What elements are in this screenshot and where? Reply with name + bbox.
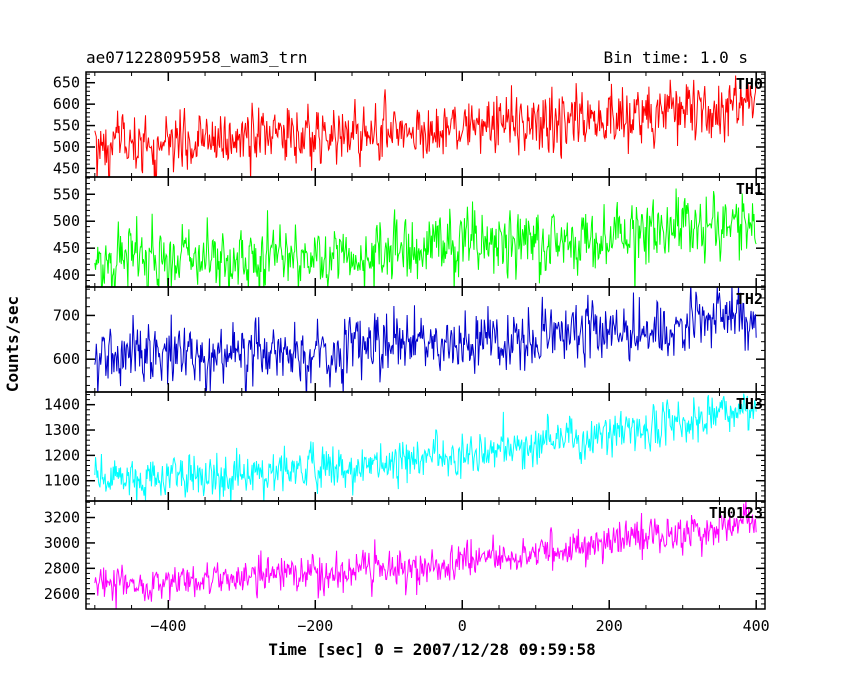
x-tick-label: −200: [297, 617, 333, 635]
panel-frame: [85, 286, 766, 393]
y-tick-label: 600: [53, 95, 80, 113]
panel-th0123: 2600 2800 3000 3200 TH0123: [44, 500, 766, 610]
series-line-th1: [94, 188, 757, 287]
y-tick-label: 650: [53, 74, 80, 92]
y-axis-label: Counts/sec: [3, 296, 22, 392]
chart-title: ae071228095958_wam3_trn: [86, 48, 308, 67]
x-tick-label: 0: [458, 617, 467, 635]
x-tick-label: 200: [596, 617, 623, 635]
y-tick-label: 1300: [44, 421, 80, 439]
panel-name-th0: TH0: [736, 75, 763, 93]
y-tick-label: 3000: [44, 534, 80, 552]
y-tick-label: 1100: [44, 472, 80, 490]
panel-name-th1: TH1: [736, 180, 763, 198]
panel-name-th2: TH2: [736, 290, 763, 308]
x-tick-label: −400: [150, 617, 186, 635]
y-tick-label: 550: [53, 185, 80, 203]
panel-frame: [85, 500, 766, 610]
y-tick-label: 550: [53, 117, 80, 135]
y-tick-label: 2800: [44, 559, 80, 577]
x-axis-label: Time [sec] 0 = 2007/12/28 09:59:58: [268, 640, 596, 659]
series-line-th3: [94, 393, 757, 501]
series-line-th0123: [94, 501, 757, 609]
y-tick-label: 500: [53, 212, 80, 230]
y-tick-label: 400: [53, 266, 80, 284]
y-tick-label: 3200: [44, 509, 80, 527]
y-tick-label: 450: [53, 159, 80, 177]
panel-th3: 1100 1200 1300 1400 TH3: [44, 391, 766, 502]
y-tick-label: 2600: [44, 585, 80, 603]
x-axis: −400 −200 0 200 400: [150, 617, 769, 635]
series-line-th0: [94, 75, 757, 177]
y-tick-label: 1400: [44, 396, 80, 414]
series-line-th2: [94, 287, 757, 392]
y-tick-label: 1200: [44, 446, 80, 464]
panel-name-th3: TH3: [736, 395, 763, 413]
y-tick-label: 700: [53, 306, 80, 324]
x-tick-label: 400: [743, 617, 770, 635]
bin-time-label: Bin time: 1.0 s: [604, 48, 749, 67]
y-tick-label: 600: [53, 350, 80, 368]
panel-th2: 600 700 TH2: [53, 286, 766, 393]
panel-name-th0123: TH0123: [709, 504, 763, 522]
y-tick-label: 500: [53, 138, 80, 156]
panel-th0: 450 500 550 600 650 TH0: [53, 71, 766, 178]
panel-th1: 400 450 500 550 TH1: [53, 176, 766, 288]
panels-group: 450 500 550 600 650 TH0 400 450 500 550 TH1 600 700 T…: [44, 71, 766, 610]
y-tick-label: 450: [53, 239, 80, 257]
